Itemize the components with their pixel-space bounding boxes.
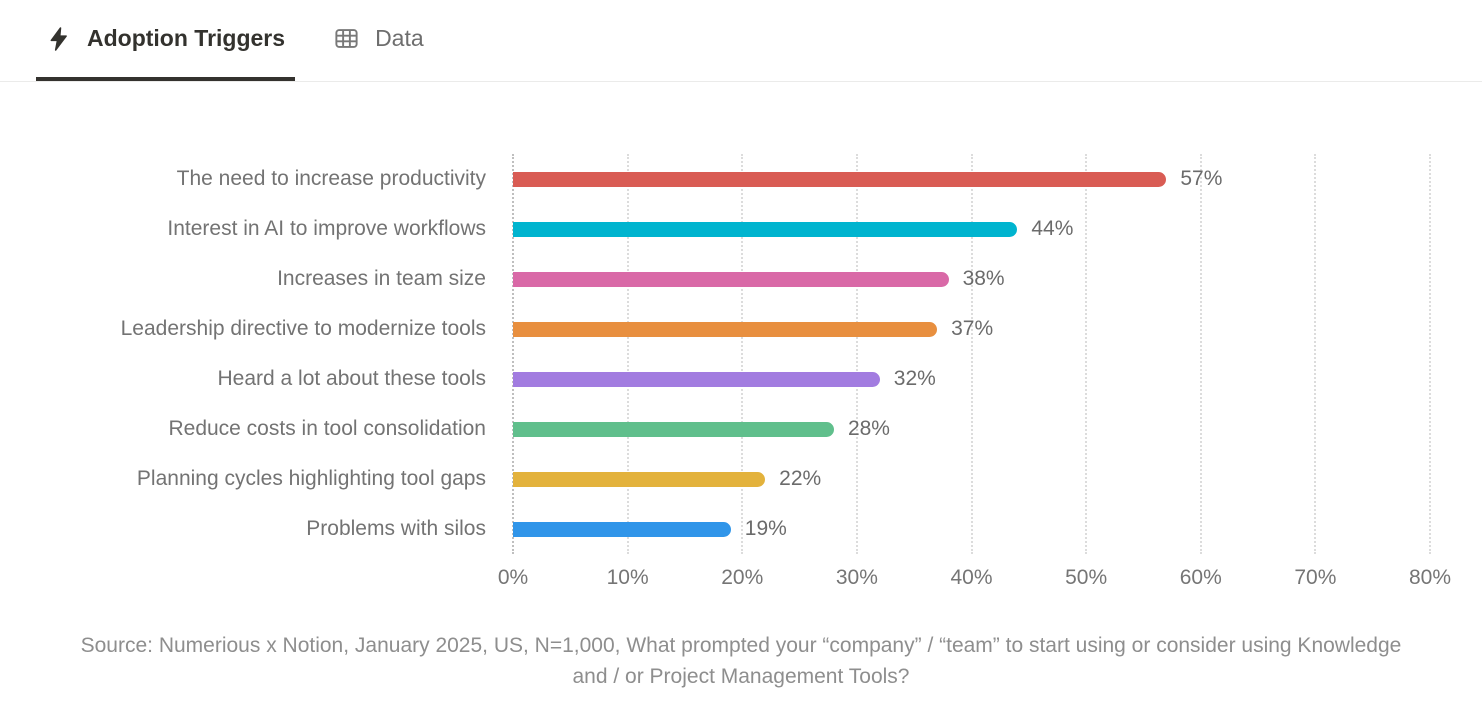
axis-tick-label: 40% <box>950 566 993 589</box>
bar-row: 19% <box>513 504 1430 554</box>
bar-value-label: 22% <box>779 467 822 490</box>
tab-label: Data <box>375 25 424 51</box>
bar-value-label: 57% <box>1180 167 1223 190</box>
tab-bar: Adoption Triggers Data <box>0 0 1482 82</box>
gridline <box>970 154 973 554</box>
bar-rows: 57% 44% 38% 37% 32% 28% 22% 19% <box>513 154 1430 554</box>
tab-adoption-triggers[interactable]: Adoption Triggers <box>36 0 296 81</box>
bar-category-label: Leadership directive to modernize tools <box>120 317 486 340</box>
bar-category-label: Reduce costs in tool consolidation <box>168 417 486 440</box>
bar-value-label: 32% <box>893 367 936 390</box>
bar <box>513 221 1018 237</box>
table-icon <box>333 25 360 52</box>
lightning-bolt-icon <box>46 26 72 52</box>
bar-value-label: 38% <box>962 267 1005 290</box>
bar-category-label: Planning cycles highlighting tool gaps <box>136 467 486 490</box>
tab-data[interactable]: Data <box>323 0 434 81</box>
tab-label: Adoption Triggers <box>87 25 286 51</box>
source-note: Source: Numerious x Notion, January 2025… <box>80 634 1402 688</box>
gridline <box>1199 154 1202 554</box>
axis-tick-label: 0% <box>497 566 529 589</box>
bar-row: 22% <box>513 454 1430 504</box>
bar-row: 28% <box>513 404 1430 454</box>
plot-area: 57% 44% 38% 37% 32% 28% 22% 19% <box>512 154 1431 554</box>
bar-row: 44% <box>513 204 1430 254</box>
axis-tick-label: 50% <box>1065 566 1108 589</box>
gridline <box>1085 154 1088 554</box>
bar <box>513 171 1167 187</box>
gridline <box>626 154 629 554</box>
bar-value-label: 44% <box>1031 217 1074 240</box>
category-labels: The need to increase productivity Interes… <box>0 154 500 554</box>
bar-value-label: 19% <box>744 517 787 540</box>
bar-value-label: 37% <box>951 317 994 340</box>
bar <box>513 421 834 437</box>
axis-tick-label: 80% <box>1408 566 1452 589</box>
bar-category-label: Increases in team size <box>277 267 486 290</box>
gridline <box>855 154 858 554</box>
bar-row: 37% <box>513 304 1430 354</box>
bar <box>513 371 880 387</box>
bar <box>513 271 949 287</box>
bar-category-label: Heard a lot about these tools <box>217 367 486 390</box>
bar-value-label: 28% <box>847 417 890 440</box>
bar-row: 32% <box>513 354 1430 404</box>
y-axis-line <box>512 154 514 554</box>
bar-category-label: The need to increase productivity <box>176 167 486 190</box>
bar <box>513 471 766 487</box>
bar-row: 38% <box>513 254 1430 304</box>
axis-tick-label: 30% <box>835 566 878 589</box>
gridline <box>1429 154 1431 554</box>
axis-tick-label: 60% <box>1179 566 1222 589</box>
bar-row: 57% <box>513 154 1430 204</box>
gridline <box>1314 154 1317 554</box>
bar <box>513 521 731 537</box>
bar-category-label: Problems with silos <box>306 517 486 540</box>
bar-category-label: Interest in AI to improve workflows <box>167 217 486 240</box>
axis-tick-label: 70% <box>1294 566 1337 589</box>
axis-tick-label: 20% <box>721 566 764 589</box>
axis-tick-label: 10% <box>606 566 649 589</box>
x-axis: 0% 10% 20% 30% 40% 50% 60% 70% 80% <box>498 554 1451 594</box>
bar <box>513 321 938 337</box>
gridline <box>741 154 744 554</box>
bar-chart: The need to increase productivity Interes… <box>0 154 1482 554</box>
